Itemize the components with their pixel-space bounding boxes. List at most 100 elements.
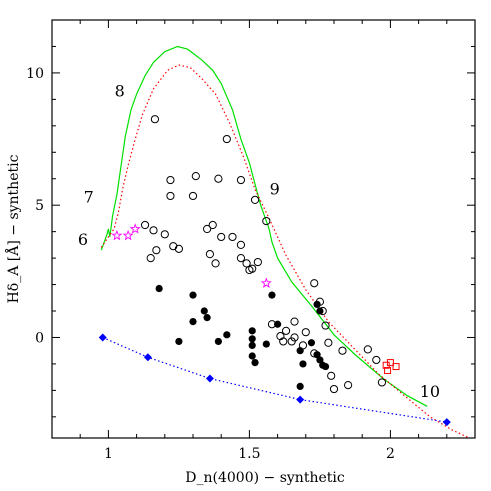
point-open-circle-17 (208, 220, 217, 230)
point-filled-circle-3 (200, 307, 208, 315)
point-filled-circle-7 (248, 327, 256, 335)
point-filled-circle-16 (299, 360, 307, 368)
point-filled-circle-4 (203, 314, 211, 322)
point-open-circle-23 (236, 254, 246, 263)
point-open-circle-22 (236, 240, 246, 249)
point-filled-circle-24 (175, 337, 183, 346)
point-star-3 (260, 277, 272, 288)
point-filled-circle-19 (316, 356, 324, 364)
point-filled-circle-25 (313, 300, 321, 308)
annotation-label: 7 (84, 188, 94, 207)
annotation-label: 9 (270, 180, 280, 199)
point-open-circle-30 (281, 326, 291, 335)
point-open-circle-44 (344, 380, 353, 390)
point-open-circle-20 (211, 259, 220, 268)
x-tick-label: 2 (386, 446, 395, 462)
point-open-circle-6 (222, 134, 231, 144)
x-axis-label: D_n(4000) − synthetic (185, 470, 345, 486)
point-open-circle-7 (236, 175, 246, 185)
point-open-circle-34 (290, 317, 299, 326)
series-lines (100, 45, 470, 439)
point-open-circle-35 (301, 328, 310, 337)
point-diamond-line-2 (205, 374, 214, 383)
point-filled-circle-2 (189, 317, 197, 326)
series-markers (98, 115, 451, 427)
point-filled-circle-12 (262, 340, 270, 348)
annotation-label: 10 (420, 382, 440, 401)
y-axis-label: Hδ_A [Å] − synthetic (4, 154, 22, 303)
axis-ticks: 1 1.5 2 0 5 10 (26, 20, 476, 462)
point-open-circle-28 (262, 216, 271, 226)
point-filled-circle-9 (248, 341, 256, 350)
point-filled-circle-13 (268, 291, 276, 299)
y-tick-label: 10 (26, 66, 44, 82)
point-open-circle-19 (205, 250, 215, 259)
point-open-circle-40 (324, 338, 333, 347)
point-open-circle-18 (217, 232, 226, 242)
point-open-circle-10 (149, 226, 158, 235)
point-filled-circle-10 (248, 352, 256, 360)
point-open-circle-43 (338, 346, 347, 355)
point-open-circle-47 (377, 378, 387, 387)
annotation-label: 8 (115, 82, 125, 101)
series-line-2 (102, 336, 447, 423)
point-filled-circle-17 (307, 339, 316, 347)
point-open-circle-0 (150, 115, 160, 124)
point-open-circle-1 (166, 175, 175, 185)
point-open-circle-46 (372, 355, 381, 365)
point-open-circle-42 (329, 384, 339, 394)
point-star-0 (111, 229, 123, 241)
point-open-circle-8 (250, 195, 260, 204)
point-open-circle-39 (321, 321, 330, 330)
point-filled-circle-6 (223, 331, 231, 339)
point-filled-circle-23 (296, 382, 304, 391)
point-open-circle-45 (363, 345, 372, 354)
point-diamond-line-4 (442, 418, 451, 427)
point-filled-circle-1 (189, 291, 197, 299)
point-open-circle-11 (160, 230, 169, 239)
point-open-circle-36 (310, 279, 319, 288)
point-filled-circle-8 (248, 335, 256, 343)
point-open-square-3 (384, 367, 392, 375)
point-open-square-2 (392, 363, 400, 371)
point-diamond-line-3 (296, 395, 305, 404)
point-open-circle-27 (253, 257, 262, 267)
series-line-1 (100, 64, 470, 439)
point-open-circle-5 (214, 174, 223, 183)
point-filled-circle-0 (155, 284, 163, 293)
point-open-circle-50 (279, 337, 288, 346)
point-filled-circle-14 (274, 320, 282, 328)
point-filled-circle-22 (316, 307, 324, 315)
point-open-circle-4 (191, 171, 200, 181)
point-open-circle-33 (287, 337, 296, 346)
chart-frame (51, 19, 476, 439)
series-line-0 (100, 45, 428, 407)
x-tick-label: 1.5 (238, 446, 260, 462)
annotations: 8 7 6 9 10 (78, 82, 440, 401)
point-filled-circle-15 (296, 347, 304, 355)
point-filled-circle-5 (214, 337, 222, 346)
point-filled-circle-21 (321, 362, 330, 371)
point-open-circle-26 (248, 264, 257, 273)
point-open-circle-13 (174, 244, 183, 253)
point-filled-circle-18 (313, 351, 321, 359)
point-open-circle-21 (228, 232, 237, 242)
point-open-circle-16 (203, 224, 212, 234)
point-open-circle-9 (140, 220, 150, 230)
point-star-1 (122, 229, 134, 241)
point-open-circle-41 (327, 371, 336, 380)
point-open-circle-2 (166, 191, 175, 201)
point-open-circle-15 (146, 254, 155, 263)
y-tick-label: 0 (35, 330, 44, 346)
x-tick-label: 1 (104, 446, 113, 462)
point-open-circle-24 (242, 259, 251, 268)
y-tick-label: 5 (35, 198, 44, 214)
point-open-circle-14 (152, 246, 161, 255)
point-diamond-line-1 (143, 353, 152, 362)
point-diamond-line-0 (98, 333, 107, 342)
point-star-2 (129, 223, 141, 234)
point-filled-circle-11 (251, 359, 259, 367)
point-open-square-1 (386, 359, 394, 367)
annotation-label: 6 (78, 230, 88, 249)
